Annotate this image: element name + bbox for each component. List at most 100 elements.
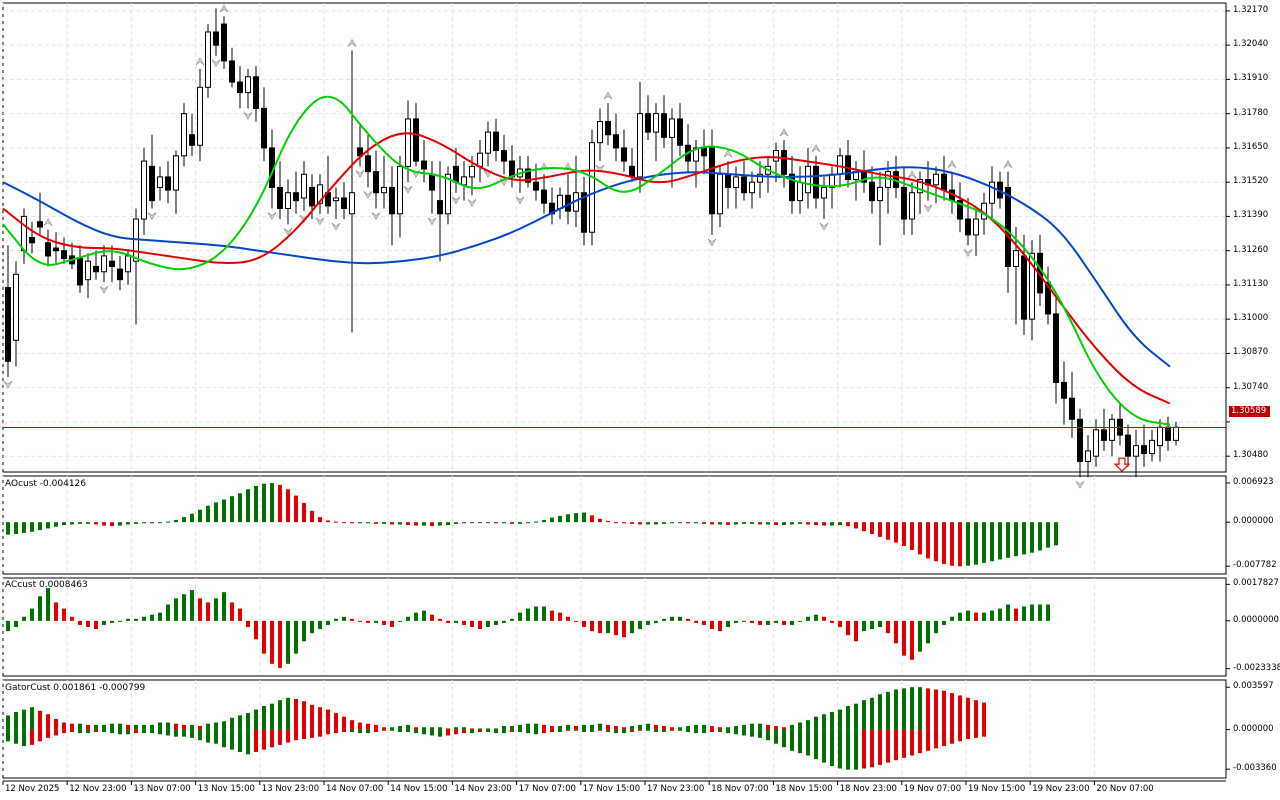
bull-candle — [245, 76, 251, 94]
gator-upper-bar — [814, 716, 818, 730]
histogram-bar — [582, 620, 586, 627]
histogram-bar — [1006, 522, 1010, 558]
histogram-bar — [1046, 604, 1050, 621]
histogram-bar — [854, 522, 858, 529]
time-tick-label: 13 Nov 23:00 — [261, 784, 320, 794]
histogram-bar — [198, 598, 202, 621]
gator-lower-bar — [486, 729, 490, 732]
gator-upper-bar — [806, 720, 810, 730]
histogram-bar — [670, 522, 674, 524]
gator-lower-bar — [734, 729, 738, 735]
bear-candle — [709, 147, 715, 215]
histogram-bar — [606, 620, 610, 634]
histogram-bar — [30, 522, 34, 532]
bear-candle — [165, 176, 171, 191]
gator-upper-bar — [246, 713, 250, 730]
histogram-bar — [702, 522, 706, 524]
histogram-bar — [646, 620, 650, 625]
bull-candle — [157, 176, 163, 188]
histogram-bar — [1038, 604, 1042, 621]
bull-candle — [301, 173, 307, 199]
bull-candle — [397, 165, 403, 215]
histogram-bar — [990, 610, 994, 621]
gator-upper-bar — [6, 715, 10, 730]
histogram-bar — [742, 522, 746, 524]
gator-lower-bar — [766, 729, 770, 741]
bull-candle — [637, 113, 643, 178]
histogram-bar — [910, 522, 914, 550]
gator-upper-bar — [694, 724, 698, 730]
histogram-bar — [238, 493, 242, 523]
histogram-bar — [22, 522, 26, 533]
bear-candle — [629, 165, 635, 178]
gator-lower-bar — [86, 729, 90, 734]
fractal-down-icon — [467, 199, 477, 207]
gator-lower-bar — [70, 729, 74, 732]
gator-upper-bar — [414, 727, 418, 730]
bull-candle — [477, 152, 483, 167]
gator-lower-bar — [654, 729, 658, 732]
fractal-up-icon — [907, 170, 917, 179]
histogram-bar — [766, 620, 770, 625]
bear-candle — [437, 200, 443, 215]
gator-upper-bar — [526, 723, 530, 730]
gator-upper-bar — [438, 727, 442, 730]
time-tick-label: 17 Nov 07:00 — [518, 784, 576, 794]
histogram-bar — [862, 620, 866, 632]
histogram-bar — [806, 616, 810, 621]
histogram-bar — [926, 522, 930, 559]
fractal-up-icon — [195, 57, 205, 66]
histogram-bar — [206, 602, 210, 621]
bull-candle — [797, 181, 803, 202]
gator-upper-bar — [942, 690, 946, 730]
time-tick-label: 17 Nov 23:00 — [647, 784, 705, 794]
histogram-bar — [758, 620, 762, 625]
fractal-down-icon — [243, 112, 253, 120]
histogram-bar — [390, 522, 394, 525]
gator-lower-bar — [870, 729, 874, 768]
gator-lower-bar — [622, 729, 626, 734]
histogram-bar — [214, 598, 218, 621]
histogram-bar — [158, 612, 162, 621]
fractal-down-icon — [355, 170, 365, 178]
histogram-bar — [686, 522, 690, 524]
histogram-bar — [94, 620, 98, 630]
gator-upper-bar — [54, 718, 58, 730]
gator-upper-bar — [454, 727, 458, 730]
histogram-bar — [638, 620, 642, 630]
gator-upper-bar — [494, 728, 498, 730]
histogram-bar — [62, 522, 66, 525]
gator-lower-bar — [182, 729, 186, 737]
gator-upper-bar — [670, 727, 674, 730]
histogram-bar — [974, 522, 978, 565]
histogram-bar — [470, 522, 474, 524]
histogram-bar — [214, 502, 218, 523]
histogram-bar — [222, 592, 226, 621]
histogram-bar — [278, 620, 282, 668]
gator-upper-bar — [462, 727, 466, 730]
histogram-bar — [446, 620, 450, 623]
bear-candle — [109, 260, 115, 267]
bear-candle — [725, 173, 731, 188]
histogram-bar — [438, 618, 442, 621]
bull-candle — [717, 173, 723, 215]
gator-lower-bar — [926, 729, 930, 751]
gator-lower-bar — [190, 729, 194, 738]
bull-candle — [821, 186, 827, 199]
histogram-bar — [334, 521, 338, 523]
gator-upper-bar — [230, 717, 234, 730]
histogram-bar — [406, 522, 410, 525]
gator-lower-bar — [662, 729, 666, 732]
histogram-bar — [598, 620, 602, 634]
histogram-bar — [102, 620, 106, 625]
histogram-bar — [822, 616, 826, 621]
histogram-bar — [526, 608, 530, 621]
time-tick-label: 13 Nov 15:00 — [197, 784, 255, 794]
gator-lower-bar — [878, 729, 882, 765]
histogram-bar — [46, 588, 50, 621]
gator-lower-bar — [46, 729, 50, 738]
histogram-bar — [486, 620, 490, 627]
gator-lower-bar — [94, 729, 98, 732]
histogram-bar — [46, 522, 50, 529]
gator-upper-bar — [406, 724, 410, 730]
